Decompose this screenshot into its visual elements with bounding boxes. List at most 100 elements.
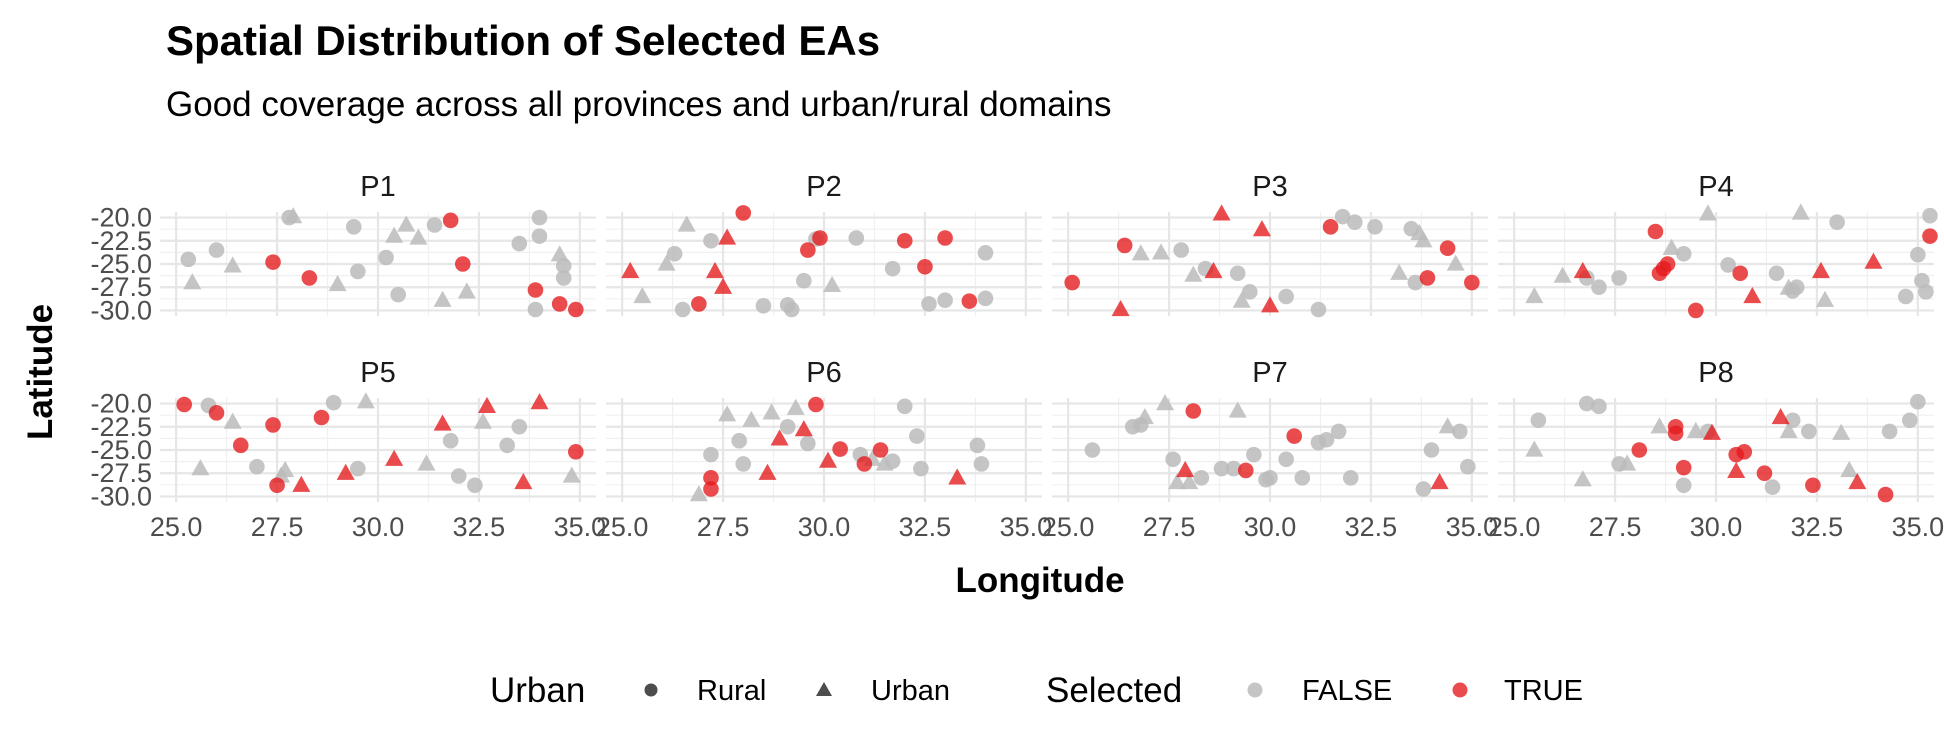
rural-selected-point bbox=[568, 301, 584, 318]
urban-point bbox=[1573, 470, 1592, 487]
rural-point bbox=[977, 290, 994, 307]
facet-label: P4 bbox=[1698, 171, 1733, 203]
rural-point bbox=[450, 468, 467, 484]
rural-point bbox=[735, 456, 752, 472]
urban-selected-point bbox=[1848, 473, 1867, 490]
urban-point bbox=[1184, 265, 1203, 282]
rural-point bbox=[1367, 219, 1383, 235]
urban-point bbox=[183, 273, 202, 290]
rural-point bbox=[555, 270, 572, 286]
rural-selected-point bbox=[735, 205, 752, 221]
rural-point bbox=[1229, 265, 1246, 282]
urban-point bbox=[1446, 254, 1465, 271]
facet-label: P7 bbox=[1252, 357, 1287, 389]
x-tick-label: 30.0 bbox=[798, 512, 851, 542]
legend-rural-label: Rural bbox=[697, 675, 766, 707]
rural-selected-point bbox=[1647, 223, 1664, 240]
urban-point bbox=[1791, 203, 1810, 220]
x-tick-label: 35.0 bbox=[1892, 512, 1944, 542]
urban-selected-point bbox=[770, 429, 789, 446]
rural-selected-point bbox=[208, 405, 225, 421]
rural-selected-point bbox=[232, 437, 249, 454]
urban-selected-point bbox=[1176, 460, 1195, 478]
legend-title-urban: Urban bbox=[490, 671, 585, 710]
rural-point bbox=[499, 437, 515, 454]
rural-selected-point bbox=[301, 270, 318, 286]
x-tick-label: 27.5 bbox=[1589, 512, 1642, 542]
rural-point bbox=[1451, 423, 1468, 440]
urban-point bbox=[1662, 238, 1681, 255]
facet-p5: P5 -20.0-22.5-25.0-27.5-30.025.0 27.5 30.0 3… bbox=[90, 357, 606, 542]
rural-selected-point bbox=[1688, 302, 1704, 319]
rural-selected-point bbox=[1464, 274, 1480, 291]
facet-p2: P2 bbox=[606, 171, 1042, 318]
rural-selected-point bbox=[313, 409, 330, 426]
rural-point bbox=[1213, 460, 1230, 477]
rural-point bbox=[666, 245, 683, 262]
urban-selected-point bbox=[514, 473, 533, 490]
x-tick-label: 30.0 bbox=[1244, 512, 1297, 542]
y-tick-label: -20.0 bbox=[90, 389, 152, 419]
facet-p4: P4 bbox=[1498, 171, 1938, 319]
rural-point bbox=[1415, 481, 1432, 497]
rural-selected-point bbox=[265, 254, 281, 270]
urban-point bbox=[1840, 460, 1859, 478]
rural-point bbox=[1242, 284, 1258, 300]
urban-selected-point bbox=[1864, 252, 1883, 269]
rural-point bbox=[1193, 470, 1210, 486]
rural-point bbox=[1423, 442, 1440, 458]
rural-selected-point bbox=[568, 444, 584, 460]
x-tick-label: 27.5 bbox=[697, 512, 750, 542]
rural-point bbox=[1579, 395, 1595, 412]
rural-point bbox=[531, 209, 548, 226]
rural-selected-point bbox=[937, 230, 953, 246]
rural-point bbox=[1310, 301, 1327, 318]
rural-selected-point bbox=[896, 232, 913, 249]
urban-selected-point bbox=[433, 414, 452, 431]
x-tick-label: 25.0 bbox=[596, 512, 649, 542]
rural-point bbox=[1318, 431, 1335, 448]
urban-selected-point bbox=[1260, 296, 1280, 313]
urban-point bbox=[1390, 263, 1409, 280]
facet-panels: P1-20.0-22.5-25.0-27.5-30.0P2 P3 P4 P5-20.0… bbox=[90, 171, 1944, 542]
rural-point bbox=[755, 297, 772, 314]
y-tick-label: -20.0 bbox=[90, 203, 152, 233]
urban-point bbox=[1553, 266, 1572, 283]
y-tick-label: -22.5 bbox=[90, 412, 152, 442]
rural-point bbox=[913, 460, 929, 477]
urban-selected-point bbox=[1212, 204, 1231, 221]
facet-p3: P3 bbox=[1052, 171, 1488, 318]
rural-point bbox=[921, 296, 937, 312]
urban-selected-point bbox=[1430, 473, 1449, 490]
rural-point bbox=[442, 432, 459, 449]
urban-point bbox=[1779, 421, 1798, 439]
rural-point bbox=[390, 286, 406, 303]
rural-selected-point bbox=[176, 396, 193, 413]
rural-point bbox=[345, 219, 362, 235]
rural-selected-point bbox=[1667, 418, 1684, 435]
rural-selected-point bbox=[1419, 270, 1436, 286]
rural-selected-point bbox=[812, 230, 828, 246]
rural-selected-point bbox=[1877, 486, 1894, 503]
urban-selected-point bbox=[1204, 261, 1223, 279]
rural-point bbox=[467, 477, 483, 494]
legend-true-label: TRUE bbox=[1504, 675, 1583, 707]
facet-p1: P1 -20.0-22.5-25.0-27.5-30.0 bbox=[90, 171, 596, 325]
rural-point bbox=[1330, 423, 1347, 440]
y-tick-label: -27.5 bbox=[90, 272, 152, 302]
rural-point bbox=[1294, 470, 1311, 486]
rural-point bbox=[1460, 458, 1476, 475]
rural-point bbox=[1910, 246, 1926, 263]
legend: Urban Rural Urban Selected FALSE TRUE bbox=[490, 671, 1583, 710]
rural-point bbox=[1901, 412, 1918, 429]
urban-point bbox=[762, 403, 781, 420]
urban-point bbox=[417, 454, 436, 471]
rural-point bbox=[1246, 446, 1262, 463]
rural-point bbox=[937, 292, 953, 309]
rural-point bbox=[1897, 288, 1914, 305]
x-tick-label: 25.0 bbox=[1042, 512, 1095, 542]
rural-point bbox=[848, 230, 865, 246]
y-tick-label: -27.5 bbox=[90, 458, 152, 488]
rural-selected-point bbox=[1756, 465, 1773, 482]
